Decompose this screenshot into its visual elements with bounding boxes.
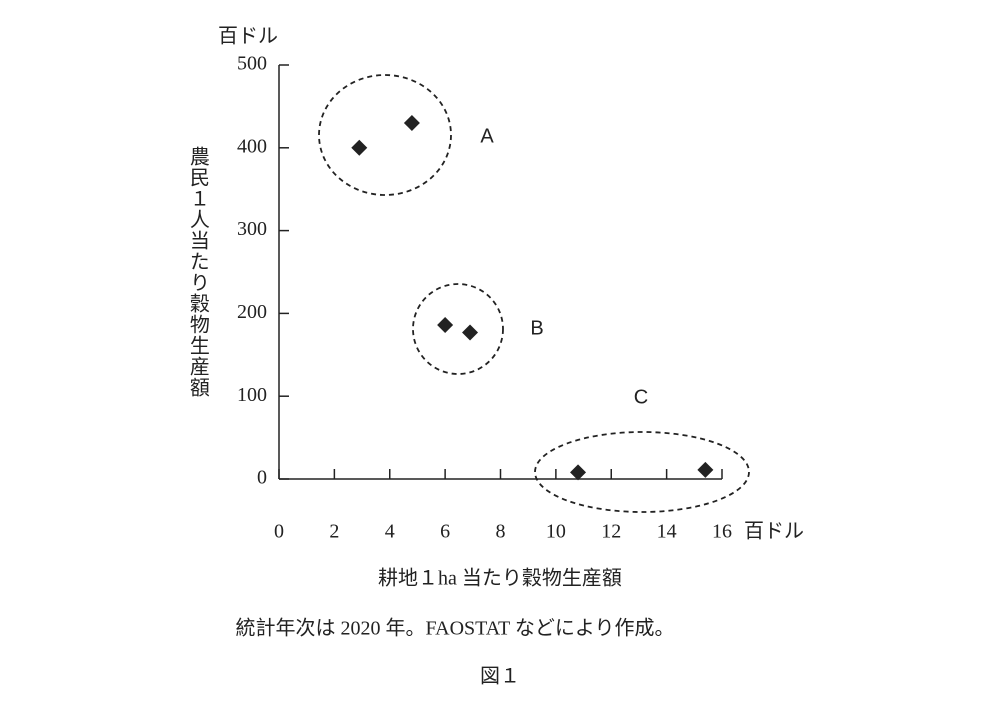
note: 統計年次は 2020 年。FAOSTAT などにより作成。 <box>236 617 675 640</box>
group-label: A <box>480 125 494 147</box>
y-tick-label: 500 <box>237 53 267 75</box>
x-tick-label: 0 <box>274 521 284 543</box>
data-point <box>351 139 368 156</box>
x-axis-label: 耕地１ha 当たり穀物生産額 <box>378 567 622 590</box>
x-tick-label: 4 <box>385 521 395 543</box>
group-label: C <box>634 386 648 408</box>
data-point <box>462 324 479 341</box>
x-unit: 百ドル <box>744 521 804 543</box>
group-outline <box>534 431 750 513</box>
data-point <box>570 464 587 481</box>
group-outline <box>412 283 504 375</box>
y-unit: 百ドル <box>218 26 278 48</box>
y-tick-label: 300 <box>237 218 267 240</box>
data-point <box>437 316 454 333</box>
caption: 図１ <box>480 666 520 688</box>
y-tick-label: 400 <box>237 135 267 157</box>
y-tick-label: 200 <box>237 301 267 323</box>
x-tick-label: 10 <box>546 521 566 543</box>
y-tick-label: 0 <box>257 467 267 489</box>
data-point <box>697 461 714 478</box>
group-outline <box>318 74 452 196</box>
x-tick-label: 12 <box>601 521 621 543</box>
x-tick-label: 14 <box>657 521 677 543</box>
group-label: B <box>530 317 543 339</box>
x-tick-label: 6 <box>440 521 450 543</box>
y-axis-label: 農民１人当たり穀物生産額 <box>186 146 209 398</box>
data-point <box>403 114 420 131</box>
y-tick-label: 100 <box>237 384 267 406</box>
x-tick-label: 16 <box>712 521 732 543</box>
x-tick-label: 8 <box>496 521 506 543</box>
x-tick-label: 2 <box>329 521 339 543</box>
